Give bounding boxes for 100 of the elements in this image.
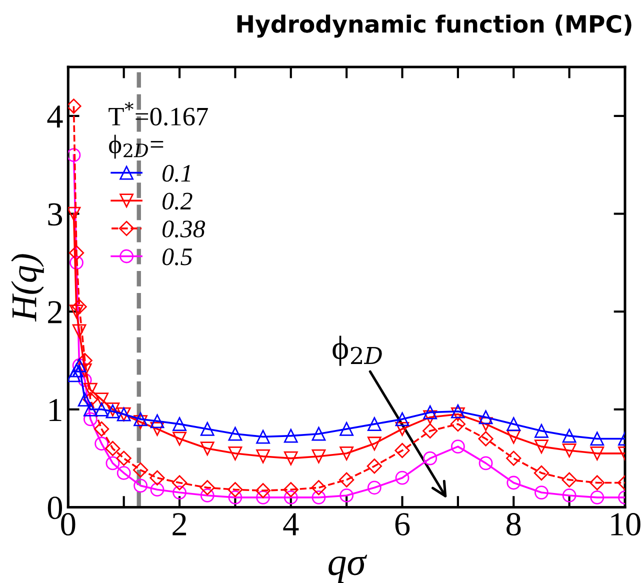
point xyxy=(116,450,132,466)
point xyxy=(312,426,326,441)
point xyxy=(534,440,548,454)
point xyxy=(534,465,550,481)
point xyxy=(284,428,298,443)
point xyxy=(478,417,493,432)
point xyxy=(228,490,242,504)
point xyxy=(94,392,109,407)
point xyxy=(478,410,493,424)
point xyxy=(478,456,493,470)
chart-title: Hydrodynamic function (MPC) xyxy=(237,14,632,38)
point xyxy=(451,407,465,422)
point xyxy=(422,423,438,438)
point xyxy=(283,482,298,498)
point xyxy=(423,405,438,420)
point xyxy=(562,428,576,443)
point xyxy=(284,451,298,466)
y-tick-label: 4 xyxy=(47,106,63,128)
point xyxy=(590,490,604,504)
legend-label: 0.2 xyxy=(162,192,192,210)
point xyxy=(423,410,438,424)
point xyxy=(255,483,271,498)
point xyxy=(106,456,120,470)
point xyxy=(256,430,270,444)
point xyxy=(451,440,465,454)
point xyxy=(590,475,605,490)
point xyxy=(150,482,164,497)
y-tick-label: 2 xyxy=(48,301,62,324)
point xyxy=(68,368,81,382)
point xyxy=(116,466,131,480)
point xyxy=(395,422,410,436)
point xyxy=(311,480,326,496)
point xyxy=(78,392,92,407)
point xyxy=(506,450,522,466)
point xyxy=(506,476,521,490)
point xyxy=(83,382,98,397)
point xyxy=(172,417,186,432)
point xyxy=(340,488,354,502)
y-tick-label: 1 xyxy=(50,398,62,421)
point xyxy=(534,424,548,438)
point xyxy=(506,417,521,432)
point xyxy=(394,442,410,458)
point xyxy=(562,472,577,488)
point xyxy=(68,245,84,260)
point xyxy=(451,404,465,418)
point xyxy=(72,299,87,314)
y-axis-title: H(q) xyxy=(11,254,44,322)
point xyxy=(450,416,466,432)
x-tick-label: 6 xyxy=(395,513,410,536)
point xyxy=(340,422,354,436)
point xyxy=(83,402,98,416)
x-axis-title: qσ xyxy=(328,554,368,583)
point xyxy=(366,458,382,474)
point xyxy=(590,432,604,446)
point xyxy=(94,402,109,416)
point xyxy=(590,446,604,460)
x-tick-label: 10 xyxy=(611,513,640,536)
point xyxy=(312,449,326,464)
point xyxy=(150,422,164,436)
point xyxy=(94,421,110,437)
legend-label: 0.5 xyxy=(162,248,192,266)
point xyxy=(172,486,186,500)
x-tick-label: 4 xyxy=(283,513,299,536)
point xyxy=(172,432,186,446)
point xyxy=(72,324,86,338)
point xyxy=(94,436,109,451)
point xyxy=(150,470,165,486)
y-tick-label: 3 xyxy=(48,203,62,226)
point xyxy=(562,444,576,458)
point xyxy=(172,475,188,490)
point xyxy=(284,490,298,504)
point xyxy=(200,488,214,502)
point xyxy=(105,440,120,456)
point xyxy=(78,363,92,378)
x-tick-label: 2 xyxy=(172,513,186,536)
point xyxy=(200,422,214,436)
point xyxy=(367,480,382,495)
point xyxy=(339,472,354,488)
point xyxy=(83,412,98,426)
point xyxy=(150,414,164,428)
legend-title: T$^{*}$=0.167 ϕ$_{2D}$= xyxy=(108,102,208,159)
point xyxy=(134,415,148,430)
point xyxy=(534,486,548,500)
point xyxy=(340,446,354,460)
legend-label: 0.38 xyxy=(162,220,206,238)
point xyxy=(367,417,382,432)
point xyxy=(200,480,215,496)
point xyxy=(134,412,148,426)
point xyxy=(132,462,148,478)
point xyxy=(256,449,270,464)
point xyxy=(395,470,410,485)
point xyxy=(395,412,410,426)
point xyxy=(228,426,242,441)
point xyxy=(70,304,84,319)
y-tick-label: 0 xyxy=(48,496,62,520)
annotation: ϕ$_{2D}$ xyxy=(332,336,382,366)
point xyxy=(82,392,98,408)
point xyxy=(68,148,81,162)
point xyxy=(423,451,438,466)
point xyxy=(256,490,270,504)
